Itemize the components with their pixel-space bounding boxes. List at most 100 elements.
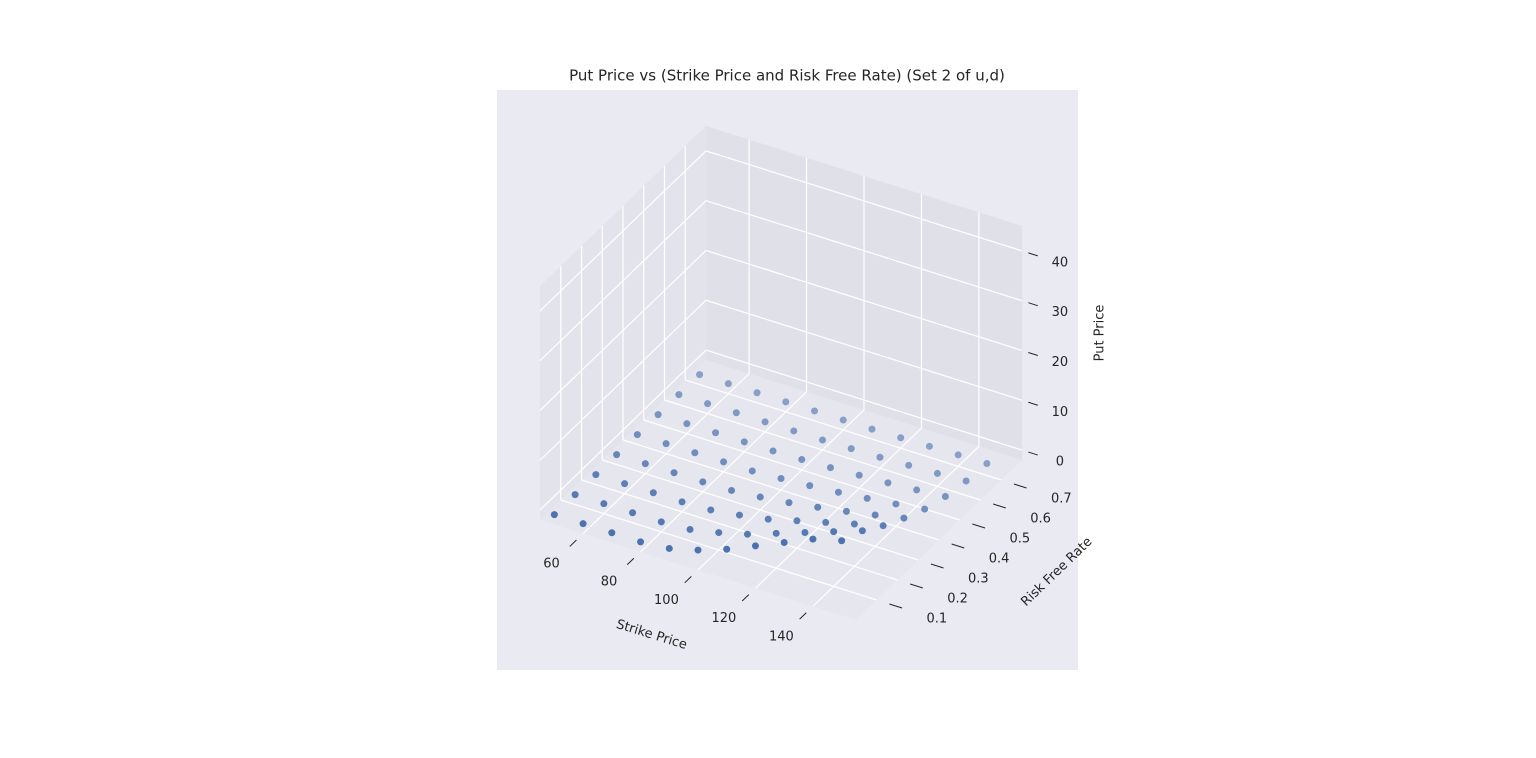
data-point — [675, 391, 683, 399]
data-point — [751, 542, 759, 550]
data-point — [921, 505, 929, 513]
data-point — [842, 507, 850, 515]
y-tick-label: 0.6 — [1030, 512, 1051, 527]
data-point — [732, 409, 740, 417]
grid-line — [581, 479, 898, 581]
data-point — [941, 493, 949, 501]
data-point — [780, 539, 788, 547]
grid-line — [705, 200, 1023, 302]
data-point — [809, 535, 817, 543]
data-point — [670, 469, 678, 477]
data-point — [592, 471, 600, 479]
data-point — [900, 514, 908, 522]
data-point — [777, 475, 785, 483]
data-point — [830, 528, 838, 536]
data-point — [876, 453, 884, 461]
tick-mark — [1028, 252, 1038, 257]
data-point — [855, 471, 863, 479]
data-point — [600, 500, 608, 508]
y-tick-label: 0.1 — [926, 612, 947, 627]
data-point — [954, 451, 962, 459]
data-point — [678, 498, 686, 506]
z-tick-label: 10 — [1052, 405, 1069, 420]
tick-mark — [909, 583, 923, 589]
chart-title: Put Price vs (Strike Price and Risk Free… — [569, 67, 1005, 85]
data-point — [736, 511, 743, 519]
tick-mark — [1028, 451, 1038, 456]
x-tick-label: 80 — [601, 575, 618, 590]
data-point — [983, 460, 991, 468]
data-point — [814, 503, 822, 511]
tick-mark — [951, 543, 965, 549]
data-point — [806, 482, 814, 490]
data-point — [657, 518, 665, 526]
data-point — [621, 480, 629, 488]
data-point — [665, 544, 673, 552]
grid-line — [560, 499, 877, 601]
data-point — [793, 517, 801, 525]
data-point — [748, 467, 756, 475]
y-tick-label: 0.3 — [968, 572, 989, 587]
data-point — [723, 545, 731, 553]
grid-line — [705, 249, 1023, 352]
data-point — [756, 493, 764, 501]
grid-line — [643, 419, 960, 521]
grid-line — [705, 349, 1023, 451]
tick-mark — [626, 557, 635, 565]
data-point — [839, 416, 847, 424]
tick-mark — [684, 576, 692, 584]
data-point — [629, 509, 637, 517]
data-point — [613, 451, 621, 459]
y-tick-label: 0.4 — [989, 552, 1010, 567]
data-point — [707, 506, 715, 514]
data-point — [913, 486, 921, 494]
data-point — [838, 537, 846, 545]
grid-line — [602, 459, 919, 561]
tick-mark — [972, 523, 986, 529]
data-point — [715, 529, 723, 537]
data-point — [662, 440, 670, 448]
data-point — [879, 522, 887, 530]
data-point — [550, 511, 558, 519]
data-point — [579, 520, 587, 528]
tick-mark — [569, 539, 577, 547]
data-point — [686, 525, 694, 533]
grid-line — [705, 299, 1023, 401]
data-point — [654, 411, 662, 419]
data-point — [868, 425, 876, 433]
grid-line — [685, 379, 1002, 481]
data-point — [905, 461, 913, 469]
data-point — [897, 434, 905, 442]
data-point — [683, 420, 691, 428]
data-point — [962, 477, 970, 485]
data-point — [764, 515, 772, 523]
data-point — [728, 486, 736, 494]
y-tick-label: 0.5 — [1009, 532, 1030, 547]
data-point — [798, 456, 806, 464]
grid-line — [664, 399, 981, 501]
z-tick-label: 40 — [1052, 255, 1069, 270]
tick-mark — [1028, 401, 1038, 406]
data-point — [712, 429, 720, 437]
tick-mark — [741, 594, 750, 602]
data-point — [761, 418, 769, 426]
data-point — [740, 438, 748, 446]
tick-mark — [889, 603, 903, 609]
data-point — [811, 407, 819, 415]
data-point — [847, 445, 855, 453]
z-axis-label: Put Price — [1093, 305, 1108, 362]
tick-mark — [1013, 483, 1027, 489]
data-point — [858, 527, 866, 535]
data-point — [769, 447, 777, 455]
data-point — [822, 518, 830, 526]
y-tick-label: 0.7 — [1051, 492, 1072, 507]
data-point — [704, 400, 712, 408]
data-point — [892, 500, 900, 508]
data-point — [801, 528, 809, 536]
data-point — [785, 499, 793, 507]
data-point — [696, 371, 704, 379]
data-point — [694, 546, 702, 554]
data-point — [871, 511, 879, 519]
x-tick-label: 100 — [654, 593, 679, 608]
data-point — [933, 469, 941, 477]
